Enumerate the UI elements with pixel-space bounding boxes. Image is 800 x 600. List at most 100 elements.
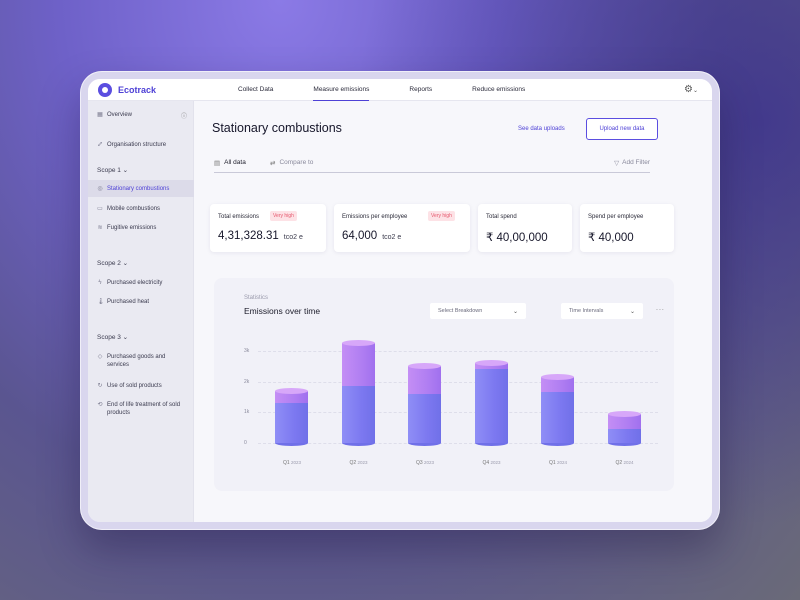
x-tick-year: 2024: [557, 460, 568, 465]
bar-segment-lower: [541, 392, 574, 443]
bar-base: [541, 439, 574, 446]
bar-segment-upper: [607, 413, 641, 430]
y-tick-label: 1k: [244, 409, 250, 416]
flame-icon: ◎: [97, 185, 103, 192]
more-options-icon[interactable]: ...: [656, 305, 665, 312]
sidebar-item-end-of-life[interactable]: ⟲ End of life treatment of sold products: [88, 401, 194, 417]
nav-collect-data[interactable]: Collect Data: [238, 86, 274, 93]
nav-reduce-emissions[interactable]: Reduce emissions: [472, 86, 526, 93]
info-icon[interactable]: ⓘ: [180, 114, 187, 120]
bar-cap: [408, 363, 441, 370]
app-screen: Ecotrack Collect Data Measure emissions …: [88, 79, 712, 522]
bar-base: [408, 439, 441, 446]
bar-base: [607, 439, 641, 446]
y-tick-label: 2k: [244, 378, 250, 385]
chevron-down-icon: ⌄: [629, 308, 635, 315]
page-title: Stationary combustions: [212, 121, 342, 135]
add-filter-label: Add Filter: [622, 159, 650, 166]
kpi-value: 64,000 tco2 e: [342, 230, 401, 242]
kpi-number: 4,31,328.31: [218, 230, 279, 242]
sidebar-item-fugitive-emissions[interactable]: ≋ Fugitive emissions: [88, 224, 194, 232]
kpi-card-total-spend: Total spend ₹ 40,00,000: [478, 204, 572, 252]
status-badge: Very high: [428, 211, 455, 221]
see-data-uploads-link[interactable]: See data uploads: [518, 126, 565, 132]
x-tick-label: Q1 2023: [272, 460, 312, 466]
chart-bar[interactable]: [408, 363, 441, 446]
bar-segment-upper: [408, 366, 441, 394]
sidebar-item-label: Overview: [107, 112, 133, 118]
chevron-down-icon: ⌄: [512, 308, 518, 315]
table-icon: ▤: [214, 160, 221, 167]
bar-segment-upper: [474, 363, 508, 370]
scope-1-header[interactable]: Scope 1 ⌄: [97, 166, 128, 174]
scope-2-header[interactable]: Scope 2 ⌄: [97, 259, 128, 267]
chart-bar[interactable]: [607, 410, 641, 446]
chart-bar[interactable]: [341, 340, 375, 446]
kpi-value: ₹ 40,00,000: [486, 232, 548, 244]
chevron-down-icon: ⌄: [692, 88, 698, 94]
scope-3-label: Scope 3: [97, 334, 121, 341]
sidebar-item-purchased-goods[interactable]: ◇ Purchased goods and services: [88, 353, 194, 369]
bar-cap: [341, 340, 375, 347]
bar-segment-lower: [275, 403, 308, 443]
sidebar-item-overview[interactable]: ▦ Overview: [88, 111, 194, 119]
sidebar-item-label: Purchased electricity: [107, 280, 163, 286]
chart-bar[interactable]: [474, 360, 508, 446]
sidebar-item-label: Purchased goods and services: [107, 354, 166, 368]
gridline: [258, 443, 658, 444]
kpi-label: Total spend: [486, 214, 517, 220]
kpi-card-emissions-per-employee: Emissions per employee Very high 64,000 t…: [334, 204, 470, 252]
scope-3-header[interactable]: Scope 3 ⌄: [97, 333, 128, 341]
tab-label: Compare to: [279, 159, 314, 166]
sidebar-item-use-of-sold-products[interactable]: ↻ Use of sold products: [88, 382, 194, 390]
upload-new-data-button[interactable]: Upload new data: [586, 118, 658, 140]
select-breakdown-dropdown[interactable]: Select Breakdown ⌄: [430, 303, 526, 319]
data-tabs: ▤ All data ⇄ Compare to ▽ Add Filter: [214, 159, 650, 173]
chevron-down-icon: ⌄: [122, 334, 129, 341]
sidebar-item-mobile-combustions[interactable]: ▭ Mobile combustions: [88, 205, 194, 213]
kpi-card-total-emissions: Total emissions Very high 4,31,328.31 tco…: [210, 204, 326, 252]
bar-cap: [275, 387, 308, 394]
kpi-label: Emissions per employee: [342, 214, 408, 220]
sidebar-item-purchased-heat[interactable]: 🌡 Purchased heat: [88, 298, 194, 306]
statistics-label: Statistics: [244, 295, 269, 301]
time-intervals-dropdown[interactable]: Time Intervals ⌄: [561, 303, 643, 319]
filter-icon: ▽: [614, 160, 620, 167]
y-tick-label: 3k: [244, 348, 250, 354]
grid-icon: ▦: [97, 112, 103, 118]
bar-base: [275, 439, 308, 446]
sidebar-item-organisation[interactable]: ⑇ Organisation structure: [88, 141, 194, 149]
x-tick-quarter: Q1: [548, 460, 558, 466]
sidebar-item-purchased-electricity[interactable]: ϟ Purchased electricity: [88, 279, 194, 287]
bar-cap: [474, 360, 508, 367]
tab-compare-to[interactable]: ⇄ Compare to: [270, 159, 313, 167]
bar-segment-upper: [275, 390, 308, 404]
recycle-icon: ⟲: [97, 402, 103, 408]
settings-gear-icon[interactable]: ⚙⌄: [684, 84, 698, 95]
nav-measure-emissions[interactable]: Measure emissions: [313, 79, 370, 101]
kpi-label: Total emissions: [218, 214, 260, 220]
x-tick-year: 2024: [623, 460, 634, 465]
thermometer-icon: 🌡: [97, 299, 105, 305]
add-filter-button[interactable]: ▽ Add Filter: [614, 159, 650, 167]
brand[interactable]: Ecotrack: [98, 83, 156, 97]
kpi-card-spend-per-employee: Spend per employee ₹ 40,000: [580, 204, 674, 252]
tab-all-data[interactable]: ▤ All data: [214, 159, 246, 167]
kpi-value: 4,31,328.31 tco2 e: [218, 230, 303, 242]
x-tick-label: Q2 2024: [605, 460, 645, 466]
main-content: Stationary combustions See data uploads …: [194, 101, 712, 522]
x-tick-label: Q1 2024: [538, 460, 578, 466]
bar-segment-lower: [408, 393, 441, 443]
bar-base: [341, 439, 375, 446]
x-tick-label: Q4 2023: [472, 460, 512, 466]
chart-bar[interactable]: [275, 387, 308, 446]
gridline: [258, 412, 658, 414]
chart-bar[interactable]: [541, 374, 574, 446]
gridline: [258, 351, 658, 352]
sidebar-item-stationary-combustions[interactable]: ◎ Stationary combustions: [88, 180, 194, 197]
emissions-chart-card: Statistics Emissions over time Select Br…: [214, 278, 674, 491]
x-tick-quarter: Q2: [615, 460, 624, 466]
scope-1-label: Scope 1: [97, 167, 121, 174]
nav-reports[interactable]: Reports: [409, 86, 433, 93]
sidebar-item-label: End of life treatment of sold products: [107, 402, 181, 416]
